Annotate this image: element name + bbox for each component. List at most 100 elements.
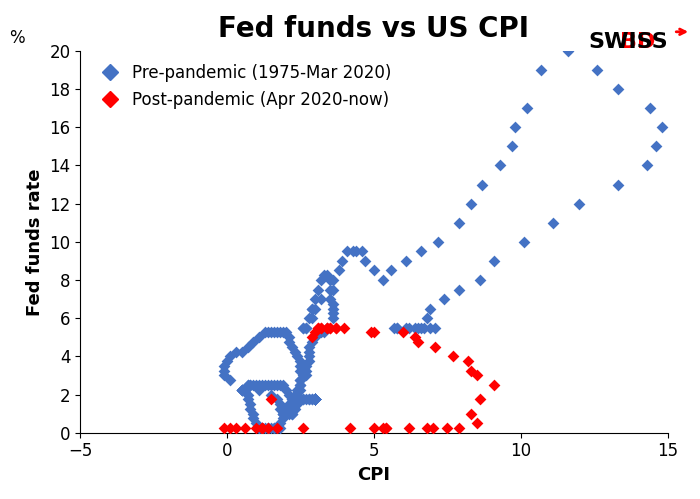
Point (309, 295, 321, 303)
Point (280, 328, 291, 336)
Point (415, 324, 426, 332)
Point (430, 324, 441, 332)
Point (295, 376, 306, 384)
Point (298, 371, 309, 379)
Point (392, 324, 403, 332)
Point (221, 357, 232, 365)
Point (295, 381, 306, 389)
Point (298, 324, 309, 332)
Point (474, 276, 485, 284)
Point (253, 333, 265, 341)
Point (289, 405, 300, 413)
Point (309, 395, 321, 403)
Point (262, 424, 274, 432)
Point (239, 386, 250, 394)
Point (236, 386, 247, 394)
Point (368, 424, 379, 432)
Point (318, 271, 330, 279)
Point (307, 304, 318, 312)
Point (283, 338, 294, 346)
Point (292, 391, 303, 399)
Point (400, 324, 412, 332)
Point (242, 343, 253, 351)
Point (295, 386, 306, 394)
Point (321, 324, 332, 332)
Point (253, 424, 265, 432)
Point (257, 424, 268, 432)
Point (380, 424, 391, 432)
Point (309, 395, 321, 403)
Point (272, 328, 283, 336)
Point (260, 381, 271, 389)
Point (309, 395, 321, 403)
Point (309, 328, 321, 336)
Point (268, 424, 279, 432)
Point (315, 295, 326, 303)
Point (274, 328, 286, 336)
Point (265, 424, 276, 432)
Point (312, 324, 323, 332)
Point (324, 324, 335, 332)
Point (442, 424, 453, 432)
Point (251, 419, 262, 427)
Point (403, 424, 414, 432)
Point (262, 328, 274, 336)
Point (295, 381, 306, 389)
Point (392, 324, 403, 332)
Point (283, 333, 294, 341)
Point (477, 181, 488, 189)
Point (307, 338, 318, 346)
Point (274, 419, 286, 427)
Point (536, 66, 547, 74)
Point (272, 424, 283, 432)
Point (272, 381, 283, 389)
Point (521, 104, 532, 112)
Point (315, 276, 326, 284)
Point (304, 352, 315, 360)
Point (454, 219, 465, 227)
Point (286, 395, 297, 403)
Point (283, 391, 294, 399)
Point (356, 248, 368, 255)
Point (336, 257, 347, 265)
Point (272, 395, 283, 403)
Point (230, 424, 241, 432)
Point (368, 266, 379, 274)
Point (248, 381, 259, 389)
Point (454, 285, 465, 293)
Point (489, 257, 500, 265)
Text: BD: BD (620, 32, 656, 52)
Point (333, 266, 344, 274)
Point (245, 381, 256, 389)
Point (330, 324, 341, 332)
Point (298, 324, 309, 332)
Point (415, 248, 426, 255)
Point (251, 424, 262, 432)
Point (304, 314, 315, 322)
Point (277, 410, 288, 418)
Point (265, 391, 276, 399)
Point (268, 328, 279, 336)
Point (304, 348, 315, 356)
Point (236, 386, 247, 394)
Point (295, 376, 306, 384)
Point (295, 395, 306, 403)
Point (547, 219, 559, 227)
Point (257, 424, 268, 432)
Point (430, 343, 441, 351)
Point (268, 424, 279, 432)
Point (412, 324, 423, 332)
Point (286, 343, 297, 351)
Point (365, 328, 377, 336)
Point (283, 400, 294, 408)
Point (218, 371, 230, 379)
Point (242, 381, 253, 389)
Point (292, 352, 303, 360)
Point (398, 328, 409, 336)
Point (309, 395, 321, 403)
Point (400, 257, 412, 265)
Point (309, 395, 321, 403)
Point (410, 324, 421, 332)
Point (289, 391, 300, 399)
X-axis label: CPI: CPI (357, 466, 391, 484)
